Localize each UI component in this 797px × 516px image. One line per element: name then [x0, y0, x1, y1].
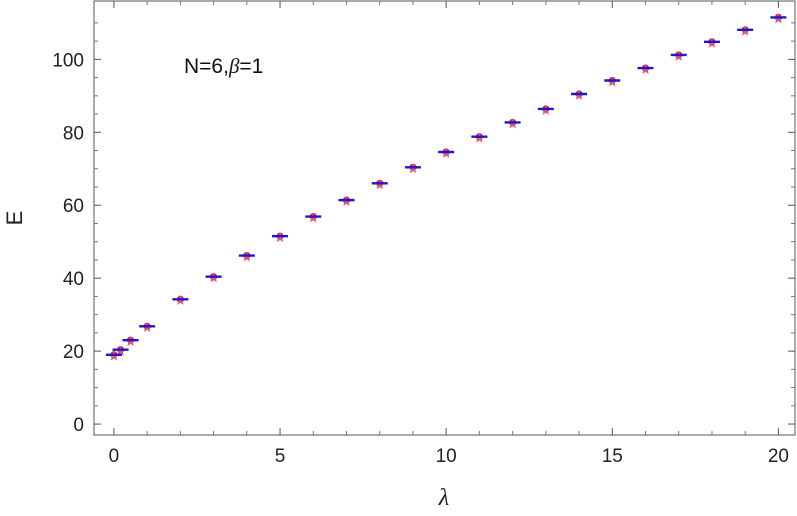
tick-labels: 0 5 10 15 20 0 20 40 60 80 100 — [52, 50, 789, 467]
x-tick-label: 0 — [109, 446, 120, 467]
y-axis-label: E — [2, 211, 27, 226]
y-tick-label: 40 — [63, 269, 84, 290]
axis-ticks — [94, 1, 795, 435]
x-tick-label: 15 — [602, 446, 623, 467]
y-tick-label: 60 — [63, 196, 84, 217]
y-tick-label: 100 — [52, 50, 84, 71]
x-tick-label: 10 — [436, 446, 457, 467]
x-tick-label: 20 — [768, 446, 789, 467]
y-tick-label: 80 — [63, 123, 84, 144]
y-tick-label: 20 — [63, 342, 84, 363]
y-tick-label: 0 — [73, 415, 84, 436]
annotation-label: N=6,β=1 — [184, 54, 263, 78]
data-series — [105, 13, 787, 361]
x-axis-label: λ — [438, 485, 449, 511]
x-tick-label: 5 — [275, 446, 286, 467]
plot-frame — [93, 0, 796, 436]
